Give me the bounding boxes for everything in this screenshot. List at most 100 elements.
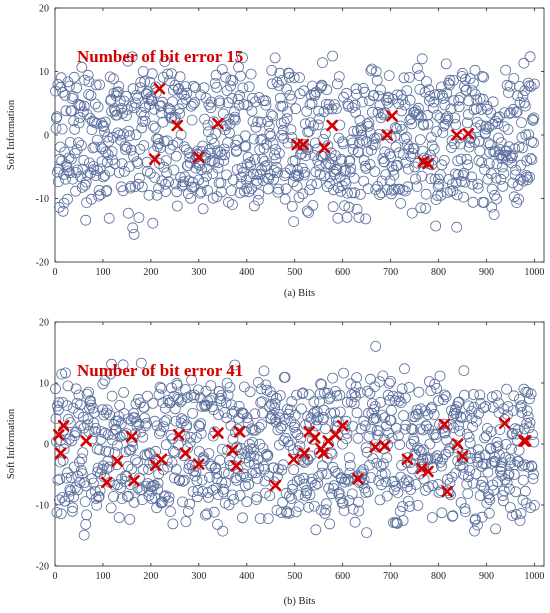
soft-info-point	[281, 113, 293, 125]
soft-info-point	[272, 424, 284, 436]
soft-info-point	[142, 165, 153, 177]
soft-info-point	[215, 177, 227, 189]
soft-info-point	[435, 189, 447, 201]
soft-info-point	[253, 462, 265, 474]
bit-error-marker	[329, 429, 342, 441]
soft-info-point	[512, 424, 524, 436]
soft-info-point	[480, 127, 491, 139]
soft-info-point	[238, 99, 250, 110]
soft-info-point	[286, 483, 298, 495]
soft-info-point	[440, 448, 452, 460]
soft-info-point	[294, 88, 306, 100]
soft-info-point	[106, 358, 117, 370]
soft-info-point	[440, 391, 452, 403]
soft-info-point	[127, 441, 139, 453]
soft-info-point	[76, 61, 88, 73]
soft-info-point	[159, 416, 171, 428]
soft-info-point	[498, 485, 510, 497]
soft-info-point	[505, 443, 517, 455]
soft-info-point	[202, 184, 213, 196]
soft-info-point	[201, 170, 212, 182]
error-series-b	[53, 417, 532, 498]
soft-info-point	[487, 96, 499, 108]
soft-info-point	[323, 158, 335, 170]
soft-info-point	[172, 137, 184, 148]
soft-info-point	[54, 153, 66, 165]
soft-info-point	[502, 123, 514, 135]
circle-series-b	[50, 340, 540, 541]
soft-info-point	[265, 109, 277, 120]
soft-info-point	[210, 482, 222, 494]
soft-info-point	[184, 498, 196, 510]
soft-info-point	[396, 383, 408, 395]
soft-info-point	[370, 66, 382, 77]
soft-info-point	[432, 478, 444, 490]
soft-info-point	[334, 389, 346, 401]
soft-info-point	[317, 57, 328, 68]
x-tick-label: 700	[383, 267, 398, 278]
soft-info-point	[154, 158, 165, 169]
soft-info-point	[93, 491, 104, 503]
soft-info-point	[303, 389, 315, 401]
soft-info-point	[507, 150, 518, 162]
soft-info-point	[515, 159, 527, 171]
soft-info-point	[266, 78, 278, 90]
soft-info-point	[259, 463, 270, 475]
soft-info-point	[286, 200, 298, 212]
soft-info-point	[99, 116, 111, 128]
soft-info-point	[427, 102, 439, 114]
soft-info-point	[296, 388, 308, 400]
soft-info-point	[222, 97, 234, 109]
soft-info-point	[436, 507, 448, 519]
soft-info-point	[323, 482, 335, 494]
soft-info-point	[93, 184, 105, 196]
soft-info-point	[447, 510, 459, 521]
soft-info-point	[301, 487, 313, 499]
soft-info-point	[440, 113, 452, 124]
soft-info-point	[525, 81, 537, 92]
soft-info-point	[248, 200, 260, 212]
soft-info-point	[86, 473, 98, 485]
soft-info-point	[327, 372, 339, 384]
soft-info-point	[492, 118, 504, 130]
soft-info-point	[344, 166, 356, 178]
soft-info-point	[377, 109, 389, 121]
soft-info-point	[456, 71, 468, 82]
soft-info-point	[109, 447, 121, 459]
bit-error-marker	[193, 458, 205, 470]
soft-info-point	[297, 387, 309, 399]
soft-info-point	[58, 443, 70, 455]
soft-info-point	[454, 425, 466, 437]
soft-info-point	[257, 153, 269, 165]
soft-info-point	[238, 468, 250, 480]
soft-info-point	[197, 203, 209, 215]
soft-info-point	[303, 125, 315, 137]
soft-info-point	[167, 433, 178, 445]
soft-info-point	[338, 505, 350, 517]
soft-info-point	[421, 76, 432, 87]
soft-info-point	[524, 171, 535, 183]
x-tick-label: 300	[191, 571, 206, 582]
soft-info-point	[94, 484, 106, 496]
soft-info-point	[184, 152, 196, 163]
soft-info-point	[189, 97, 200, 108]
soft-info-point	[478, 71, 490, 83]
soft-info-point	[450, 177, 462, 188]
soft-info-point	[242, 151, 254, 163]
soft-info-point	[442, 111, 454, 122]
soft-info-point	[479, 432, 491, 444]
soft-info-point	[383, 377, 395, 389]
x-tick-label: 200	[143, 267, 158, 278]
soft-info-point	[365, 65, 377, 76]
soft-info-point	[216, 149, 228, 161]
soft-info-point	[169, 403, 181, 415]
soft-info-point	[330, 150, 341, 162]
soft-info-point	[140, 102, 152, 113]
soft-info-point	[209, 156, 221, 168]
x-tick-label: 800	[431, 571, 446, 582]
soft-info-point	[508, 73, 520, 84]
soft-info-point	[480, 458, 492, 470]
x-tick-label: 600	[335, 571, 350, 582]
soft-info-point	[138, 140, 150, 151]
soft-info-point	[360, 213, 372, 225]
